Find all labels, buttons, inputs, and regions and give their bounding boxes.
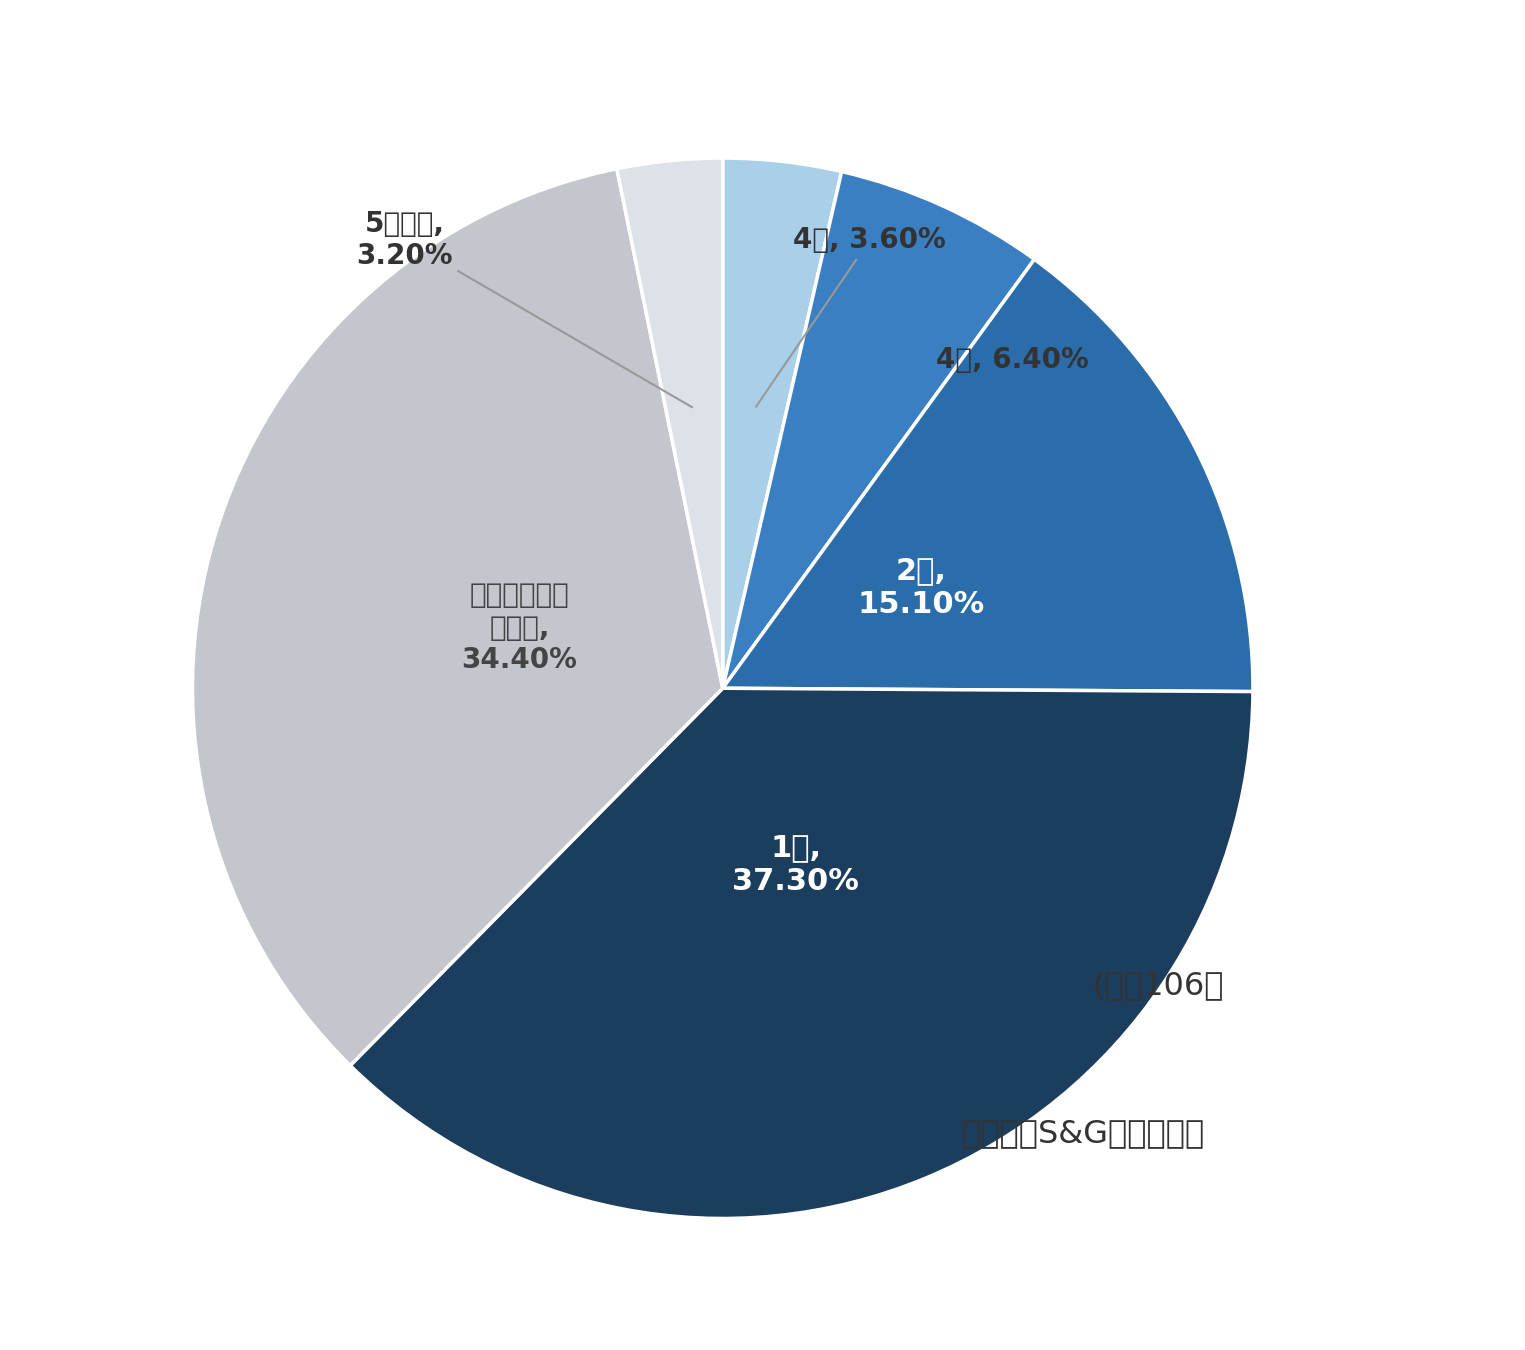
Text: 4社, 3.60%: 4社, 3.60% (756, 227, 946, 406)
Text: 2社,
15.10%: 2社, 15.10% (859, 556, 985, 620)
Text: 株式会社S&Gが調査作成: 株式会社S&Gが調査作成 (962, 1118, 1205, 1149)
Text: (ｎ＝106）: (ｎ＝106） (1092, 969, 1223, 1000)
Wedge shape (723, 171, 1034, 688)
Wedge shape (723, 158, 842, 689)
Text: 4社, 6.40%: 4社, 6.40% (936, 346, 1089, 374)
Text: 5社以上,
3.20%: 5社以上, 3.20% (357, 209, 692, 408)
Wedge shape (192, 169, 723, 1065)
Wedge shape (351, 688, 1254, 1219)
Text: 1社,
37.30%: 1社, 37.30% (732, 833, 859, 896)
Wedge shape (723, 259, 1254, 691)
Wedge shape (616, 158, 723, 689)
Text: 現在は借り入
れなし,
34.40%: 現在は借り入 れなし, 34.40% (462, 582, 578, 674)
